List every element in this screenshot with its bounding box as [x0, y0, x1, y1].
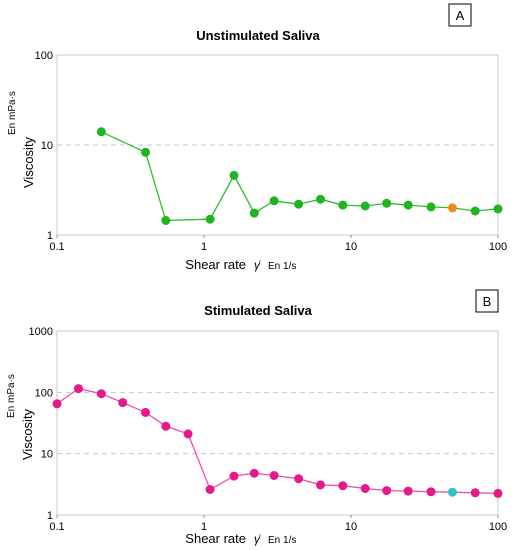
x-tick-label: 100: [489, 521, 507, 533]
data-points: [96, 127, 503, 225]
data-point: [52, 399, 62, 409]
panel-label-box: [475, 289, 499, 313]
x-tick-label: 10: [345, 241, 357, 253]
gridlines: [57, 391, 498, 455]
data-point: [249, 208, 259, 218]
y-axis-unit: En mPa·s: [6, 374, 17, 418]
x-tick-label: 100: [489, 241, 507, 253]
x-tick-label: 10: [345, 521, 357, 533]
y-tick-label: 10: [41, 140, 53, 152]
data-point: [316, 480, 325, 490]
data-point: [338, 200, 348, 210]
data-point: [338, 481, 348, 491]
y-tick-label: 1: [47, 510, 53, 522]
data-point: [229, 471, 239, 481]
x-axis-label: Shear rate: [185, 257, 246, 272]
x-axis-unit: En 1/s: [268, 535, 296, 546]
y-tick-labels: 1 10 100 1000: [29, 326, 53, 522]
x-tick-label: 1: [201, 241, 207, 253]
y-tick-labels: 1 10 100: [35, 50, 53, 242]
y-axis-label: Viscosity: [21, 136, 36, 188]
data-point: [403, 200, 413, 210]
data-point: [269, 471, 279, 480]
data-point-highlighted: [448, 487, 457, 497]
x-tick-label: 0.1: [49, 241, 64, 253]
data-point: [493, 204, 503, 214]
data-point: [294, 474, 304, 484]
data-point: [161, 421, 171, 431]
data-point: [183, 429, 193, 439]
data-point: [382, 486, 392, 496]
plot-frame: [56, 330, 499, 516]
data-point: [205, 485, 215, 494]
data-point: [205, 214, 215, 224]
data-point: [118, 398, 128, 408]
panel-label: B: [483, 294, 492, 309]
x-axis-symbol: γ̇: [254, 532, 261, 546]
chart-title: Stimulated Saliva: [204, 303, 312, 318]
data-point: [74, 384, 83, 394]
y-tick-label: 100: [35, 50, 53, 62]
data-point: [470, 488, 480, 498]
data-point: [360, 201, 370, 211]
data-point: [229, 170, 239, 180]
x-tick-labels: 0.1 1 10 100: [49, 515, 507, 533]
data-point: [161, 216, 171, 225]
data-point-highlighted: [448, 203, 457, 213]
data-point: [316, 194, 325, 204]
data-point: [470, 206, 480, 216]
data-point: [426, 202, 436, 212]
data-point: [96, 127, 106, 137]
data-point: [382, 198, 392, 208]
y-tick-label: 100: [35, 387, 53, 399]
data-point: [269, 196, 279, 206]
data-points: [52, 384, 503, 498]
data-point: [141, 407, 150, 417]
data-point: [141, 147, 150, 157]
x-tick-label: 0.1: [49, 521, 64, 533]
y-tick-label: 1: [47, 230, 53, 242]
data-point: [403, 486, 413, 496]
y-tick-label: 1000: [29, 326, 53, 338]
panel-label: A: [456, 8, 465, 23]
data-point: [294, 199, 304, 209]
data-point: [360, 484, 370, 493]
x-axis-label: Shear rate: [185, 531, 246, 546]
data-point: [249, 468, 259, 478]
data-point: [426, 487, 436, 497]
panel-label-box: [448, 3, 472, 27]
x-axis-symbol: γ̇: [254, 258, 261, 272]
y-axis-label: Viscosity: [20, 408, 35, 460]
data-point: [96, 389, 106, 399]
x-tick-label: 1: [201, 521, 207, 533]
y-tick-label: 10: [41, 449, 53, 461]
y-axis-unit: En mPa·s: [7, 91, 18, 135]
x-tick-labels: 0.1 1 10 100: [49, 235, 507, 253]
chart-title: Unstimulated Saliva: [196, 28, 320, 43]
x-axis-unit: En 1/s: [268, 261, 296, 272]
data-point: [493, 488, 503, 498]
